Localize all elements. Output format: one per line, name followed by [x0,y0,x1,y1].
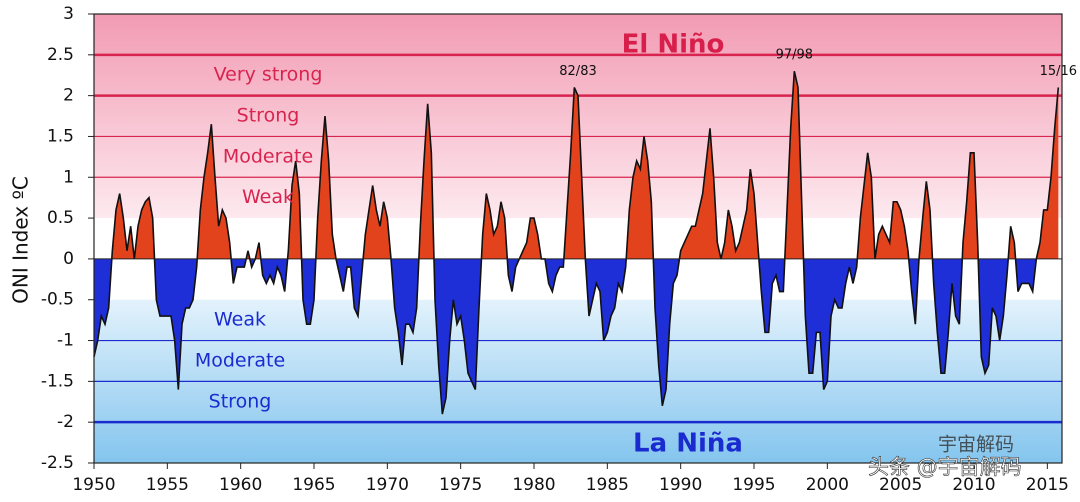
negative-area [94,258,1037,415]
x-tick-label: 2010 [952,475,995,495]
la-nina-title: La Niña [633,429,743,459]
x-tick-label: 1970 [366,475,409,495]
x-tick-label: 1990 [659,475,702,495]
y-tick-label: -1.5 [41,371,74,391]
band-label: Moderate [223,145,313,167]
x-tick-label: 1975 [439,475,482,495]
y-tick-label: -1 [57,331,74,351]
x-tick-label: 1965 [292,475,335,495]
x-tick-label: 2015 [1026,475,1069,495]
band-label: Weak [214,309,266,331]
x-tick-label: 1980 [512,475,555,495]
y-tick-label: 1 [63,167,74,187]
band-label: Very strong [214,64,323,86]
y-tick-label: 0 [63,249,74,269]
y-tick-label: -2 [57,412,74,432]
plot-frame [93,13,1063,464]
y-tick-label: -0.5 [41,290,74,310]
el-nino-title: El Niño [622,30,725,60]
positive-area [94,71,1059,259]
watermark: 头条 @宇宙解码 [868,455,1022,479]
x-tick-label: 1985 [586,475,629,495]
watermark: 宇宙解码 [938,434,1014,456]
event-annotation: 97/98 [776,48,813,63]
x-tick-label: 1955 [146,475,189,495]
x-tick-label: 1960 [219,475,262,495]
y-tick-label: 2.5 [47,45,74,65]
y-tick-label: 2 [63,86,74,106]
x-tick-label: 1950 [72,475,115,495]
y-tick-label: 0.5 [47,208,74,228]
y-tick-label: 3 [63,4,74,24]
band-label: Moderate [195,349,285,371]
x-tick-label: 2005 [879,475,922,495]
y-tick-label: -2.5 [41,453,74,473]
y-tick-label: 1.5 [47,126,74,146]
band-label: Strong [209,390,272,412]
x-tick-label: 2000 [806,475,849,495]
x-tick-label: 1995 [732,475,775,495]
event-annotation: 82/83 [559,64,596,79]
band-label: Strong [237,105,300,127]
y-axis-title: ONI Index ºC [9,176,33,304]
band-label: Weak [242,186,294,208]
event-annotation: 15/16 [1040,64,1077,79]
oni-line [93,70,1060,415]
